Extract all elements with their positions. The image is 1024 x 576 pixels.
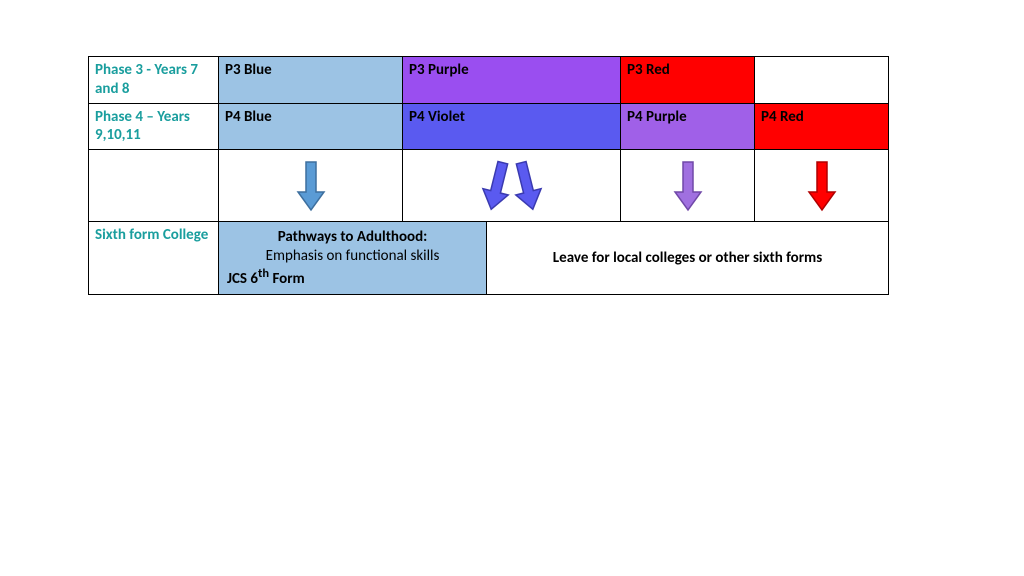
- double-down-arrow-icon: [477, 158, 547, 214]
- pathways-title: Pathways to Adulthood:: [223, 228, 482, 247]
- p4-red-cell: P4 Red: [755, 103, 889, 150]
- down-arrow-icon: [807, 158, 837, 214]
- p4-purple-cell: P4 Purple: [621, 103, 755, 150]
- pathways-cell: Pathways to Adulthood: Emphasis on funct…: [219, 222, 487, 295]
- phase-table-container: Phase 3 - Years 7 and 8 P3 Blue P3 Purpl…: [88, 56, 888, 295]
- p4-violet-cell: P4 Violet: [403, 103, 621, 150]
- phase4-label: Phase 4 – Years 9,10,11: [89, 103, 219, 150]
- p3-red-cell: P3 Red: [621, 57, 755, 104]
- arrow-cell-blue: [219, 150, 403, 222]
- phase-table: Phase 3 - Years 7 and 8 P3 Blue P3 Purpl…: [88, 56, 889, 295]
- down-arrow-icon: [673, 158, 703, 214]
- p3-empty-cell: [755, 57, 889, 104]
- table-row: Sixth form College Pathways to Adulthood…: [89, 222, 889, 295]
- p3-purple-cell: P3 Purple: [403, 57, 621, 104]
- arrow-cell-purple: [621, 150, 755, 222]
- arrow-row-label: [89, 150, 219, 222]
- arrow-cell-violet: [403, 150, 621, 222]
- table-row: [89, 150, 889, 222]
- pathways-subtitle: Emphasis on functional skills: [223, 247, 482, 266]
- table-row: Phase 4 – Years 9,10,11 P4 Blue P4 Viole…: [89, 103, 889, 150]
- sixth-form-label: Sixth form College: [89, 222, 219, 295]
- table-row: Phase 3 - Years 7 and 8 P3 Blue P3 Purpl…: [89, 57, 889, 104]
- p3-blue-cell: P3 Blue: [219, 57, 403, 104]
- arrow-cell-red: [755, 150, 889, 222]
- pathways-form: JCS 6th Form: [223, 266, 482, 289]
- down-arrow-icon: [296, 158, 326, 214]
- leave-cell: Leave for local colleges or other sixth …: [487, 222, 889, 295]
- p4-blue-cell: P4 Blue: [219, 103, 403, 150]
- phase3-label: Phase 3 - Years 7 and 8: [89, 57, 219, 104]
